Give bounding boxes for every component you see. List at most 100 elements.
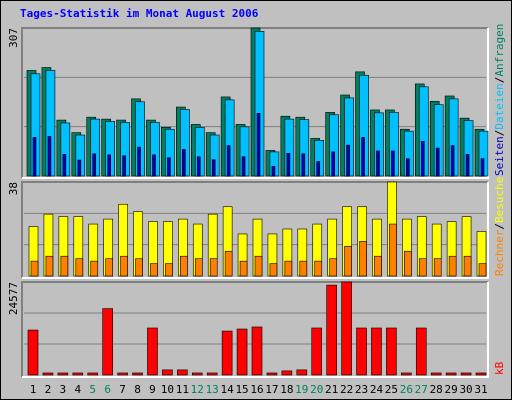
bar <box>281 370 293 376</box>
x-tick-label: 7 <box>119 383 126 396</box>
bar <box>132 372 143 376</box>
bar <box>236 328 248 376</box>
x-tick-label: 23 <box>355 383 368 396</box>
bar <box>329 258 337 277</box>
x-tick-label: 25 <box>385 383 398 396</box>
bar <box>147 327 158 376</box>
bar <box>284 260 293 277</box>
x-tick-label: 5 <box>89 383 96 396</box>
bar <box>107 154 111 177</box>
x-tick-label: 2 <box>45 383 52 396</box>
legend-entry: Besuche <box>493 177 506 223</box>
bar <box>359 241 367 277</box>
bar <box>226 145 231 177</box>
legend-entry: Seiten <box>493 136 506 176</box>
x-tick-label: 22 <box>340 383 353 396</box>
bar <box>165 263 173 277</box>
bar <box>162 369 173 376</box>
bevel <box>22 282 489 378</box>
chart-title: Tages-Statistik im Monat August 2006 <box>20 7 259 20</box>
bar <box>42 372 54 376</box>
bar <box>376 150 380 177</box>
x-tick-label: 20 <box>310 383 323 396</box>
bar <box>480 158 485 177</box>
x-tick-label: 28 <box>430 383 443 396</box>
x-tick-label: 17 <box>265 383 278 396</box>
legend-separator: / <box>493 223 506 230</box>
bar <box>135 258 143 277</box>
bar <box>326 284 337 376</box>
bar <box>75 258 84 277</box>
x-tick-label: 15 <box>235 383 248 396</box>
bar <box>465 154 470 177</box>
bar <box>269 263 278 277</box>
bar <box>221 330 233 376</box>
legend-entry: Rechner <box>493 229 506 276</box>
bar <box>448 255 457 277</box>
bar <box>224 250 233 277</box>
y-tick-label: 24577 <box>7 282 20 315</box>
bar <box>191 372 203 376</box>
x-tick-label: 12 <box>191 383 204 396</box>
bar <box>120 255 128 277</box>
bar <box>251 326 263 376</box>
legend-entry: kB <box>493 361 506 375</box>
bar <box>371 327 382 376</box>
legend-entry: Anfragen <box>493 24 506 77</box>
bar <box>122 155 126 177</box>
legend-separator: / <box>493 77 506 84</box>
bar <box>331 151 335 177</box>
x-tick-label: 16 <box>250 383 263 396</box>
bar <box>209 258 218 277</box>
legend: Rechner/Besuche <box>493 177 506 276</box>
bar <box>137 146 141 177</box>
bar <box>206 372 218 376</box>
bar <box>391 150 395 177</box>
bar <box>415 327 427 376</box>
bar <box>271 166 276 177</box>
bar <box>445 372 457 376</box>
x-tick-label: 8 <box>134 383 141 396</box>
x-tick-label: 13 <box>206 383 219 396</box>
bar <box>341 281 352 376</box>
bar <box>430 372 442 376</box>
bar <box>401 372 412 376</box>
legend: Seiten/Dateien/Anfragen <box>493 24 506 176</box>
x-tick-label: 29 <box>445 383 458 396</box>
bar <box>374 255 382 277</box>
bar <box>30 260 39 277</box>
x-tick-label: 11 <box>176 383 189 396</box>
bar <box>450 145 455 177</box>
x-tick-label: 14 <box>221 383 235 396</box>
bar <box>194 258 203 277</box>
x-tick-label: 6 <box>104 383 111 396</box>
bar <box>196 156 201 177</box>
bar <box>460 372 472 376</box>
bevel <box>21 181 488 278</box>
x-tick-label: 1 <box>30 383 37 396</box>
bar <box>47 136 52 177</box>
legend: kB <box>493 361 506 375</box>
bevel <box>22 182 489 279</box>
bevel <box>22 28 489 179</box>
bar <box>286 153 291 177</box>
bar <box>435 147 440 177</box>
x-tick-label: 3 <box>60 383 67 396</box>
bar <box>311 327 323 376</box>
bar <box>346 144 350 177</box>
bar <box>418 258 427 277</box>
y-tick-label: 307 <box>7 28 20 48</box>
bar <box>296 369 308 376</box>
bar <box>314 260 323 277</box>
bar <box>92 153 97 177</box>
bar <box>72 372 84 376</box>
bar <box>211 159 216 177</box>
bar <box>117 372 128 376</box>
bar <box>316 161 321 177</box>
x-tick-label: 31 <box>474 383 487 396</box>
bar <box>152 154 156 177</box>
x-tick-label: 10 <box>161 383 174 396</box>
bar <box>90 260 99 277</box>
x-tick-label: 19 <box>295 383 308 396</box>
